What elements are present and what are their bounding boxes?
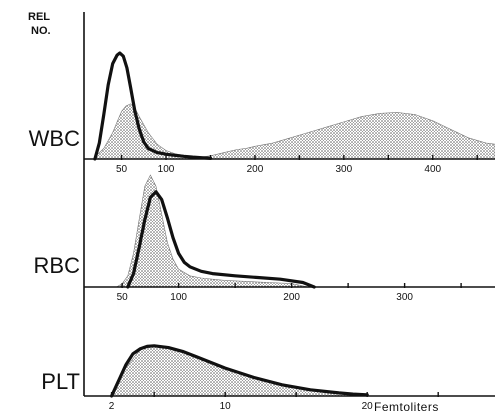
x-axis-label: Femtoliters <box>374 400 439 414</box>
panel-label-wbc: WBC <box>29 126 80 151</box>
rbc-x-tick-label: 50 <box>117 292 129 303</box>
panel-label-plt: PLT <box>41 369 80 394</box>
wbc-x-tick-label: 300 <box>336 164 353 175</box>
rbc-shaded-distribution <box>115 174 309 288</box>
rbc-panel: 50 100 200 300 <box>84 174 495 303</box>
wbc-x-tick-label: 100 <box>158 164 175 175</box>
plt-shaded-distribution <box>111 344 368 397</box>
wbc-x-tick-label: 50 <box>116 164 128 175</box>
plt-distribution-curve <box>110 344 369 398</box>
rbc-x-tick-label: 200 <box>283 292 300 303</box>
rbc-x-tick-label: 100 <box>170 292 187 303</box>
y-axis-label-line-2: NO. <box>31 25 51 37</box>
wbc-shaded-distribution <box>94 103 495 160</box>
wbc-x-tick-label: 400 <box>424 164 441 175</box>
plt-x-tick-label: 2 <box>109 401 115 412</box>
wbc-x-tick-label: 200 <box>247 164 264 175</box>
rbc-distribution-curve <box>126 190 316 289</box>
plt-x-tick-label: 10 <box>220 401 232 412</box>
panel-label-rbc: RBC <box>34 253 81 278</box>
rbc-x-tick-label: 300 <box>396 292 413 303</box>
y-axis-label-line-1: REL <box>28 11 50 23</box>
plt-panel: 2 10 20 <box>84 344 495 412</box>
wbc-distribution-curve <box>93 51 213 161</box>
plt-x-tick-label: 20 <box>362 401 374 412</box>
wbc-panel: 50 100 200 300 400 <box>84 51 495 175</box>
